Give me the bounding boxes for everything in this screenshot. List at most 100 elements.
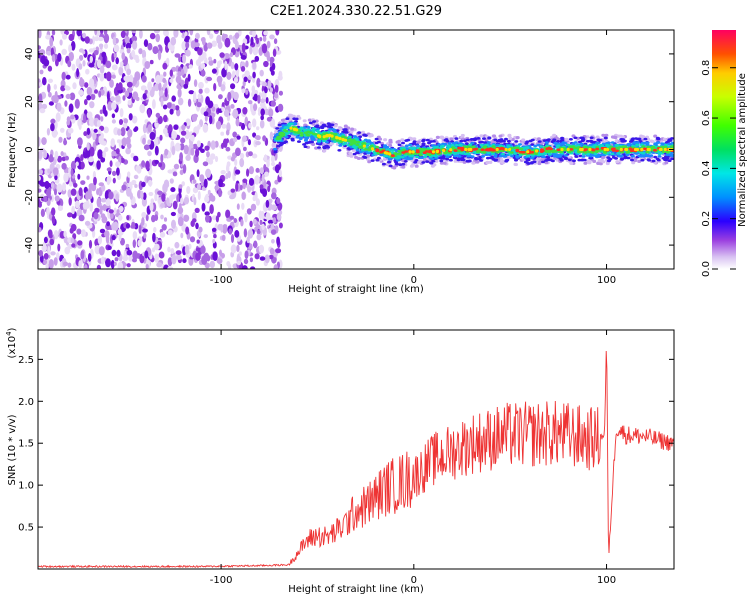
ridge-mark [611,147,616,150]
noise-speckle [218,178,224,188]
noise-speckle [79,54,84,61]
noise-speckle [213,83,217,92]
noise-speckle [144,61,151,69]
ridge-mark [645,143,650,147]
noise-speckle [111,101,117,111]
noise-speckle [111,234,116,241]
noise-speckle [233,77,239,83]
noise-speckle [254,253,260,260]
ridge-mark [403,160,408,163]
noise-speckle [240,55,247,60]
noise-speckle [275,30,280,36]
ridge-mark [383,144,388,147]
noise-speckle [48,259,54,269]
noise-speckle [273,38,278,45]
noise-speckle [175,75,182,84]
ridge-peak [647,147,651,152]
ridge-mark [513,152,518,155]
noise-speckle [86,95,92,101]
ridge-mark [309,131,313,134]
ridge-peak [295,128,299,132]
noise-speckle [99,72,105,82]
noise-speckle [242,135,247,143]
noise-speckle [209,115,213,125]
noise-speckle [219,52,225,58]
ridge-mark [590,151,595,154]
noise-speckle [127,171,131,178]
noise-speckle [183,214,190,222]
noise-speckle [214,155,219,163]
noise-speckle [172,171,178,177]
noise-speckle [267,80,272,89]
ridge-peak [388,152,392,156]
ridge-mark [475,150,480,153]
noise-speckle [80,180,86,186]
ridge-mark [540,153,545,156]
ridge-peak [435,149,439,153]
ridge-mark [443,142,448,146]
ridge-halo [453,159,458,163]
noise-speckle [193,79,198,87]
noise-speckle [241,42,246,53]
noise-speckle [255,198,260,206]
noise-speckle [108,209,114,214]
noise-speckle [124,90,130,98]
noise-speckle [51,30,56,36]
noise-speckle [163,71,167,77]
ridge-mark [630,154,635,158]
ridge-mark [319,137,324,140]
noise-speckle [206,76,213,82]
noise-speckle [262,81,267,87]
noise-speckle [178,55,182,63]
ridge-mark [487,137,492,140]
noise-speckle [272,217,277,224]
ridge-halo [322,149,327,153]
noise-speckle [220,223,224,233]
ridge-halo [329,142,334,146]
ridge-mark [468,143,473,147]
noise-speckle [262,135,267,142]
ridge-mark [443,151,447,155]
noise-speckle [145,214,149,222]
noise-speckle [43,149,48,159]
noise-speckle [116,167,120,176]
noise-speckle [197,124,201,130]
ridge-halo [498,134,503,138]
noise-speckle [60,127,65,133]
noise-speckle [71,205,75,215]
noise-speckle [118,205,124,213]
noise-speckle [174,142,181,152]
ridge-mark [526,158,531,162]
noise-speckle [236,203,240,210]
ridge-mark [486,156,490,160]
ridge-mark [401,141,405,145]
ridge-halo [471,161,476,165]
ridge-mark [401,146,406,150]
noise-speckle [239,184,243,191]
ridge-mark [355,148,360,152]
noise-speckle [70,160,77,171]
noise-speckle [263,60,269,68]
noise-speckle [179,30,185,33]
ridge-mark [614,143,619,147]
noise-speckle [154,137,159,147]
noise-speckle [57,205,64,211]
noise-speckle [225,146,231,152]
noise-speckle [215,215,219,223]
noise-speckle [50,123,55,132]
noise-speckle [265,212,271,221]
noise-speckle [104,190,109,201]
noise-speckle [141,211,147,219]
ridge-mark [563,156,568,160]
ridge-halo [639,134,644,138]
noise-speckle [87,192,93,200]
noise-speckle [171,130,178,140]
noise-speckle [200,63,206,69]
ridge-mark [273,147,278,151]
noise-speckle [61,48,67,56]
ridge-mark [482,151,487,154]
noise-speckle [218,94,223,100]
noise-speckle [247,75,252,80]
ridge-mark [548,158,553,162]
noise-speckle [200,37,206,43]
